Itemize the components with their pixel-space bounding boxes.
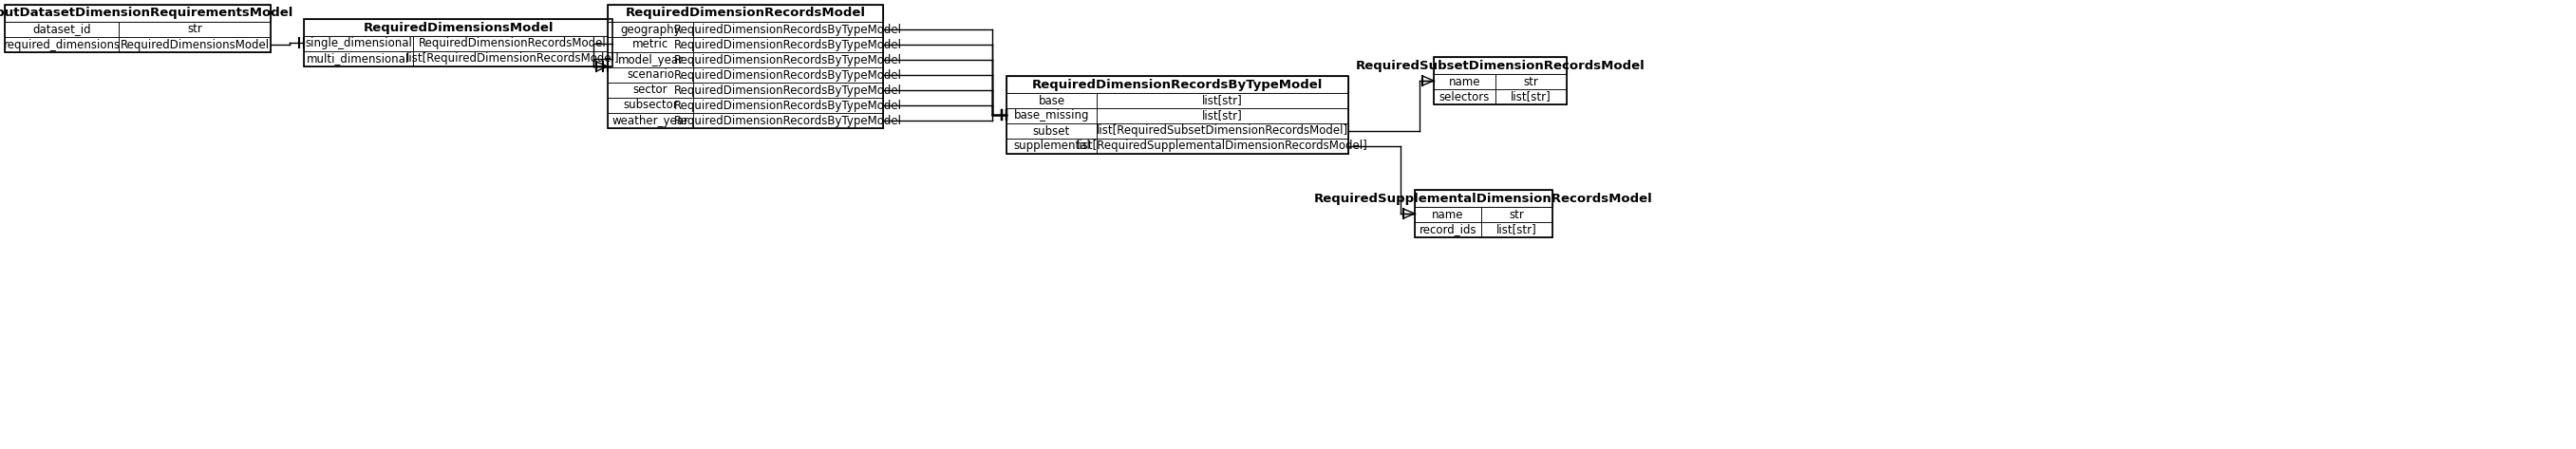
Text: sector: sector [634,84,667,97]
Text: name: name [1432,208,1463,221]
Bar [412,51,613,66]
Text: RequiredDimensionRecordsByTypeModel: RequiredDimensionRecordsByTypeModel [675,99,902,111]
Bar [608,98,693,113]
Bar [5,37,118,52]
Text: subset: subset [1033,125,1069,137]
Text: model_year: model_year [618,53,683,66]
Text: RequiredDimensionRecordsByTypeModel: RequiredDimensionRecordsByTypeModel [675,84,902,97]
Bar [608,22,693,37]
Bar [1007,76,1347,154]
Bar [304,19,613,36]
Bar [1414,207,1481,222]
Text: RequiredDimensionRecordsByTypeModel: RequiredDimensionRecordsByTypeModel [675,114,902,127]
Bar [1097,123,1347,139]
Text: name: name [1448,75,1481,88]
Bar [5,22,118,37]
Bar [1414,190,1553,207]
Text: base_missing: base_missing [1015,110,1090,122]
Text: base: base [1038,94,1064,107]
Text: RequiredDimensionRecordsByTypeModel: RequiredDimensionRecordsByTypeModel [1033,78,1324,91]
Text: list[str]: list[str] [1497,224,1538,236]
Bar [693,52,884,67]
Text: metric: metric [631,39,670,51]
Text: RequiredSubsetDimensionRecordsModel: RequiredSubsetDimensionRecordsModel [1355,59,1646,72]
Bar [608,83,693,98]
Text: dataset_id: dataset_id [33,23,90,35]
Bar [1481,207,1553,222]
Bar [1414,222,1481,238]
Text: list[RequiredSupplementalDimensionRecordsModel]: list[RequiredSupplementalDimensionRecord… [1077,140,1368,152]
Text: required_dimensions: required_dimensions [3,39,121,51]
Text: record_ids: record_ids [1419,224,1476,236]
Text: supplemental: supplemental [1012,140,1090,152]
Bar [5,5,270,22]
Bar [118,22,270,37]
Bar [1097,139,1347,154]
Text: RequiredDimensionRecordsByTypeModel: RequiredDimensionRecordsByTypeModel [675,69,902,81]
Text: InputDatasetDimensionRequirementsModel: InputDatasetDimensionRequirementsModel [0,7,294,19]
Text: weather_year: weather_year [613,114,688,127]
Text: RequiredDimensionRecordsByTypeModel: RequiredDimensionRecordsByTypeModel [675,53,902,66]
Bar [1435,57,1566,74]
Bar [693,98,884,113]
Text: RequiredDimensionRecordsByTypeModel: RequiredDimensionRecordsByTypeModel [675,23,902,35]
Text: list[RequiredSubsetDimensionRecordsModel]: list[RequiredSubsetDimensionRecordsModel… [1097,125,1347,137]
Bar [1097,108,1347,123]
Bar [118,37,270,52]
Text: RequiredDimensionRecordsModel: RequiredDimensionRecordsModel [420,38,605,50]
Bar [1435,57,1566,105]
Text: geography: geography [621,23,680,35]
Text: RequiredDimensionRecordsModel: RequiredDimensionRecordsModel [626,7,866,19]
Bar [1435,74,1497,89]
Text: list[str]: list[str] [1510,91,1551,103]
Bar [693,83,884,98]
Text: list[RequiredDimensionRecordsModel]: list[RequiredDimensionRecordsModel] [407,53,618,65]
Bar [693,67,884,83]
Text: str: str [188,23,201,35]
Bar [1007,123,1097,139]
Text: single_dimensional: single_dimensional [304,38,412,50]
Bar [5,5,270,52]
Bar [608,113,693,128]
Bar [1497,89,1566,105]
Bar [608,67,693,83]
Bar [1007,93,1097,108]
Bar [608,5,884,22]
Text: scenario: scenario [626,69,675,81]
Text: RequiredDimensionRecordsByTypeModel: RequiredDimensionRecordsByTypeModel [675,39,902,51]
Bar [304,51,412,66]
Bar [1007,76,1347,93]
Bar [1481,222,1553,238]
Bar [304,19,613,66]
Text: str: str [1510,208,1525,221]
Text: RequiredDimensionsModel: RequiredDimensionsModel [363,22,554,34]
Text: list[str]: list[str] [1203,94,1242,107]
Bar [693,113,884,128]
Bar [1414,190,1553,238]
Bar [1007,108,1097,123]
Bar [304,36,412,51]
Text: list[str]: list[str] [1203,110,1242,122]
Bar [608,37,693,52]
Bar [1007,139,1097,154]
Bar [608,5,884,128]
Bar [412,36,613,51]
Text: RequiredDimensionsModel: RequiredDimensionsModel [121,39,270,51]
Bar [1097,93,1347,108]
Text: subsector: subsector [623,99,677,111]
Bar [693,22,884,37]
Text: multi_dimensional: multi_dimensional [307,53,410,65]
Text: str: str [1522,75,1538,88]
Bar [1497,74,1566,89]
Bar [693,37,884,52]
Bar [608,52,693,67]
Text: RequiredSupplementalDimensionRecordsModel: RequiredSupplementalDimensionRecordsMode… [1314,192,1654,205]
Text: selectors: selectors [1440,91,1489,103]
Bar [1435,89,1497,105]
